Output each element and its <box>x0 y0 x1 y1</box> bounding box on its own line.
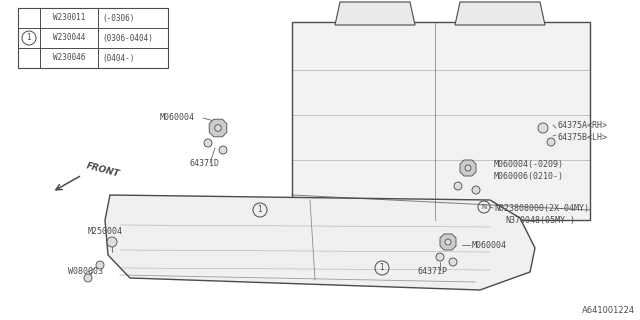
Text: 1: 1 <box>27 34 31 43</box>
Circle shape <box>472 186 480 194</box>
Text: M060004(-0209): M060004(-0209) <box>494 161 564 170</box>
Text: W230011: W230011 <box>53 13 85 22</box>
Circle shape <box>538 123 548 133</box>
Text: M060004: M060004 <box>472 241 507 250</box>
Text: M060006(0210-): M060006(0210-) <box>494 172 564 181</box>
Text: 1: 1 <box>380 263 385 273</box>
Text: N: N <box>481 204 486 210</box>
Circle shape <box>547 138 555 146</box>
Text: N023808000(2X-04MY): N023808000(2X-04MY) <box>494 204 589 212</box>
Bar <box>18 8 168 68</box>
Circle shape <box>219 146 227 154</box>
Text: 64375B<LH>: 64375B<LH> <box>558 132 608 141</box>
Circle shape <box>449 258 457 266</box>
Text: 64375A<RH>: 64375A<RH> <box>558 121 608 130</box>
Text: W230044: W230044 <box>53 34 85 43</box>
Text: 64371D: 64371D <box>190 158 220 167</box>
Circle shape <box>84 274 92 282</box>
Text: M250004: M250004 <box>88 228 123 236</box>
Circle shape <box>445 239 451 245</box>
Circle shape <box>465 165 471 171</box>
Polygon shape <box>105 195 535 290</box>
Text: 1: 1 <box>258 205 262 214</box>
Polygon shape <box>455 2 545 25</box>
Text: 64371P: 64371P <box>418 268 448 276</box>
Polygon shape <box>209 119 227 137</box>
Text: W080003: W080003 <box>68 268 103 276</box>
Text: FRONT: FRONT <box>85 161 120 179</box>
Polygon shape <box>460 160 476 176</box>
Polygon shape <box>335 2 415 25</box>
Polygon shape <box>292 22 590 220</box>
Text: (0404-): (0404-) <box>102 53 134 62</box>
Text: (-0306): (-0306) <box>102 13 134 22</box>
Text: W230046: W230046 <box>53 53 85 62</box>
Text: (0306-0404): (0306-0404) <box>102 34 153 43</box>
Circle shape <box>454 182 462 190</box>
Circle shape <box>107 237 117 247</box>
Text: N370048(05MY-): N370048(05MY-) <box>505 215 575 225</box>
Circle shape <box>204 139 212 147</box>
Polygon shape <box>440 234 456 250</box>
Circle shape <box>96 261 104 269</box>
Text: M060004: M060004 <box>160 114 195 123</box>
Circle shape <box>214 125 221 131</box>
Circle shape <box>436 253 444 261</box>
Text: A641001224: A641001224 <box>582 306 635 315</box>
